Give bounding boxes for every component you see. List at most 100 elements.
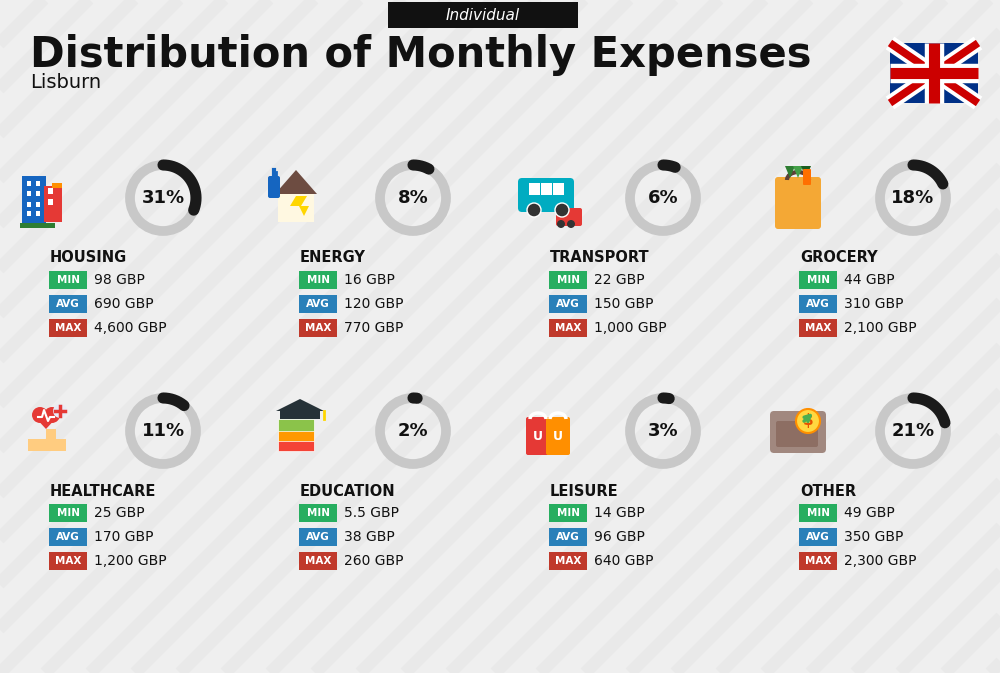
FancyBboxPatch shape — [52, 183, 62, 188]
Circle shape — [527, 203, 541, 217]
FancyBboxPatch shape — [36, 202, 40, 207]
FancyBboxPatch shape — [27, 211, 31, 216]
Text: AVG: AVG — [56, 299, 80, 309]
FancyBboxPatch shape — [799, 271, 837, 289]
Text: AVG: AVG — [556, 532, 580, 542]
Text: HEALTHCARE: HEALTHCARE — [50, 483, 156, 499]
Text: 5.5 GBP: 5.5 GBP — [344, 506, 399, 520]
FancyBboxPatch shape — [549, 504, 587, 522]
Text: 2,300 GBP: 2,300 GBP — [844, 554, 916, 568]
Text: MIN: MIN — [306, 508, 330, 518]
Text: MIN: MIN — [56, 508, 80, 518]
Circle shape — [53, 404, 67, 418]
Text: MAX: MAX — [805, 323, 831, 333]
FancyBboxPatch shape — [44, 186, 62, 222]
Text: 3%: 3% — [648, 422, 678, 440]
Text: TRANSPORT: TRANSPORT — [550, 250, 650, 266]
Polygon shape — [290, 196, 309, 216]
Text: 44 GBP: 44 GBP — [844, 273, 895, 287]
FancyBboxPatch shape — [775, 177, 821, 229]
FancyBboxPatch shape — [48, 199, 53, 205]
Text: $: $ — [803, 413, 813, 429]
FancyBboxPatch shape — [549, 528, 587, 546]
FancyBboxPatch shape — [20, 223, 55, 228]
Text: MIN: MIN — [806, 275, 830, 285]
Text: 96 GBP: 96 GBP — [594, 530, 645, 544]
Text: 120 GBP: 120 GBP — [344, 297, 404, 311]
Text: MIN: MIN — [556, 275, 580, 285]
Text: 260 GBP: 260 GBP — [344, 554, 404, 568]
Text: AVG: AVG — [556, 299, 580, 309]
Text: 18%: 18% — [891, 189, 935, 207]
Text: ENERGY: ENERGY — [300, 250, 366, 266]
FancyBboxPatch shape — [799, 552, 837, 570]
Text: 25 GBP: 25 GBP — [94, 506, 145, 520]
Text: 38 GBP: 38 GBP — [344, 530, 395, 544]
Circle shape — [796, 409, 820, 433]
Text: 16 GBP: 16 GBP — [344, 273, 395, 287]
FancyBboxPatch shape — [278, 429, 314, 441]
FancyBboxPatch shape — [299, 319, 337, 337]
FancyBboxPatch shape — [27, 181, 31, 186]
Polygon shape — [785, 166, 795, 178]
Text: 8%: 8% — [398, 189, 428, 207]
Text: LEISURE: LEISURE — [550, 483, 619, 499]
Text: MAX: MAX — [55, 323, 81, 333]
FancyBboxPatch shape — [776, 421, 818, 447]
Text: 98 GBP: 98 GBP — [94, 273, 145, 287]
FancyBboxPatch shape — [278, 439, 314, 451]
FancyBboxPatch shape — [799, 295, 837, 313]
Text: MIN: MIN — [556, 508, 580, 518]
FancyBboxPatch shape — [549, 319, 587, 337]
FancyBboxPatch shape — [770, 411, 826, 453]
Circle shape — [557, 220, 565, 228]
FancyBboxPatch shape — [49, 271, 87, 289]
FancyBboxPatch shape — [388, 2, 578, 28]
Text: 640 GBP: 640 GBP — [594, 554, 654, 568]
FancyBboxPatch shape — [278, 194, 314, 222]
FancyBboxPatch shape — [546, 417, 570, 455]
Text: 14 GBP: 14 GBP — [594, 506, 645, 520]
Polygon shape — [801, 166, 811, 178]
Text: MAX: MAX — [305, 323, 331, 333]
FancyBboxPatch shape — [526, 417, 550, 455]
Text: 22 GBP: 22 GBP — [594, 273, 645, 287]
Text: 770 GBP: 770 GBP — [344, 321, 403, 335]
Text: MAX: MAX — [555, 323, 581, 333]
Text: 31%: 31% — [141, 189, 185, 207]
Text: HOUSING: HOUSING — [50, 250, 127, 266]
Text: EDUCATION: EDUCATION — [300, 483, 396, 499]
FancyBboxPatch shape — [27, 191, 31, 196]
Text: MAX: MAX — [305, 556, 331, 566]
FancyBboxPatch shape — [299, 295, 337, 313]
FancyBboxPatch shape — [799, 319, 837, 337]
FancyBboxPatch shape — [49, 528, 87, 546]
FancyBboxPatch shape — [278, 419, 314, 431]
FancyBboxPatch shape — [49, 504, 87, 522]
FancyBboxPatch shape — [799, 528, 837, 546]
FancyBboxPatch shape — [27, 202, 31, 207]
Circle shape — [44, 407, 60, 423]
Text: 2,100 GBP: 2,100 GBP — [844, 321, 917, 335]
FancyBboxPatch shape — [541, 183, 552, 195]
FancyBboxPatch shape — [529, 183, 540, 195]
Polygon shape — [276, 399, 324, 411]
FancyBboxPatch shape — [890, 43, 978, 103]
Text: AVG: AVG — [306, 532, 330, 542]
Text: MIN: MIN — [806, 508, 830, 518]
Text: 4,600 GBP: 4,600 GBP — [94, 321, 167, 335]
Text: 2%: 2% — [398, 422, 428, 440]
Text: MAX: MAX — [555, 556, 581, 566]
Circle shape — [555, 203, 569, 217]
FancyBboxPatch shape — [48, 188, 53, 194]
Text: U: U — [553, 431, 563, 444]
FancyBboxPatch shape — [556, 208, 582, 226]
FancyBboxPatch shape — [299, 552, 337, 570]
Text: 11%: 11% — [141, 422, 185, 440]
FancyBboxPatch shape — [36, 211, 40, 216]
FancyBboxPatch shape — [518, 178, 574, 212]
Text: 21%: 21% — [891, 422, 935, 440]
FancyBboxPatch shape — [549, 271, 587, 289]
Text: 1,000 GBP: 1,000 GBP — [594, 321, 667, 335]
FancyBboxPatch shape — [549, 552, 587, 570]
